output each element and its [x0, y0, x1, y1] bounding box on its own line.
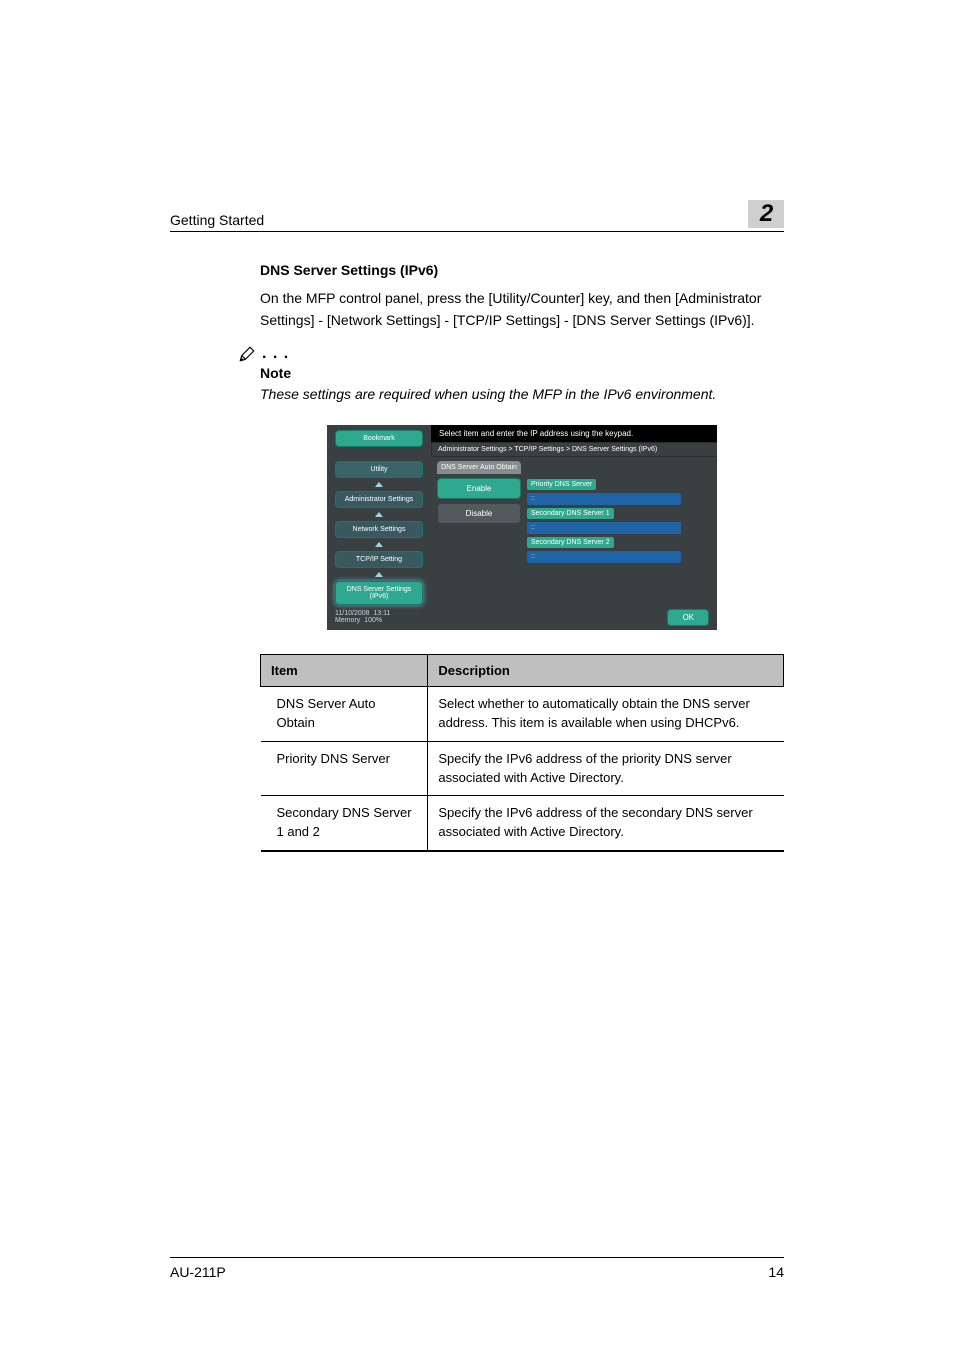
body-column: DNS Server Settings (IPv6) On the MFP co… — [170, 262, 784, 872]
note-text: These settings are required when using t… — [260, 385, 784, 405]
table-cell-item: DNS Server Auto Obtain — [261, 686, 428, 741]
note-block: . . . Note These settings are required w… — [260, 345, 784, 405]
auto-obtain-tab[interactable]: DNS Server Auto Obtain — [437, 461, 521, 474]
table-row: Priority DNS Server Specify the IPv6 add… — [261, 741, 784, 796]
table-row: DNS Server Auto Obtain Select whether to… — [261, 686, 784, 741]
header-section-title: Getting Started — [170, 212, 264, 228]
footer-page-number: 14 — [768, 1264, 784, 1280]
sidebar-tcpip-button[interactable]: TCP/IP Setting — [335, 551, 423, 568]
page-header: Getting Started 2 — [170, 200, 784, 232]
table-header-item: Item — [261, 654, 428, 686]
table-cell-desc: Specify the IPv6 address of the priority… — [428, 741, 784, 796]
enable-button[interactable]: Enable — [437, 478, 521, 499]
ui-memory-label: Memory — [335, 617, 360, 624]
priority-dns-field[interactable]: :: — [527, 493, 681, 505]
secondary-dns2-label: Secondary DNS Server 2 — [527, 537, 614, 548]
table-cell-item: Priority DNS Server — [261, 741, 428, 796]
spec-table: Item Description DNS Server Auto Obtain … — [260, 654, 784, 852]
note-icon-row: . . . — [238, 345, 784, 363]
arrow-up-icon — [375, 542, 383, 547]
page: Getting Started 2 DNS Server Settings (I… — [0, 0, 954, 1350]
ui-options-column: DNS Server Auto Obtain Enable Disable — [437, 461, 521, 601]
arrow-up-icon — [375, 482, 383, 487]
sidebar-dns-button[interactable]: DNS Server Settings (IPv6) — [335, 581, 423, 605]
note-title: Note — [260, 365, 784, 381]
ui-fields-column: Priority DNS Server :: Secondary DNS Ser… — [527, 461, 711, 601]
priority-dns-label: Priority DNS Server — [527, 479, 596, 490]
arrow-up-icon — [375, 512, 383, 517]
pen-icon — [238, 345, 256, 363]
table-cell-desc: Select whether to automatically obtain t… — [428, 686, 784, 741]
page-footer: AU-211P 14 — [170, 1257, 784, 1280]
chapter-badge: 2 — [748, 200, 784, 228]
footer-model: AU-211P — [170, 1264, 226, 1280]
ui-footer-meta: 11/10/2008 13:11 Memory 100% — [335, 610, 390, 624]
ui-main: Bookmark Utility Administrator Settings … — [327, 457, 717, 605]
ui-date: 11/10/2008 — [335, 610, 370, 617]
ui-footer: 11/10/2008 13:11 Memory 100% OK — [327, 607, 717, 630]
ui-sidebar: Bookmark Utility Administrator Settings … — [327, 430, 431, 605]
table-cell-item: Secondary DNS Server 1 and 2 — [261, 796, 428, 851]
ui-instruction-bar: Select item and enter the IP address usi… — [431, 425, 717, 442]
sidebar-network-button[interactable]: Network Settings — [335, 521, 423, 538]
sidebar-bookmark-button[interactable]: Bookmark — [335, 430, 423, 447]
secondary-dns2-field[interactable]: :: — [527, 551, 681, 563]
table-cell-desc: Specify the IPv6 address of the secondar… — [428, 796, 784, 851]
intro-paragraph: On the MFP control panel, press the [Uti… — [260, 288, 784, 331]
ok-button[interactable]: OK — [667, 609, 709, 626]
device-ui-panel: Select item and enter the IP address usi… — [327, 425, 717, 630]
disable-button[interactable]: Disable — [437, 503, 521, 524]
table-row: Secondary DNS Server 1 and 2 Specify the… — [261, 796, 784, 851]
secondary-dns1-field[interactable]: :: — [527, 522, 681, 534]
arrow-up-icon — [375, 572, 383, 577]
ui-time: 13:11 — [373, 610, 390, 617]
ui-breadcrumb: Administrator Settings > TCP/IP Settings… — [431, 442, 717, 457]
sidebar-admin-button[interactable]: Administrator Settings — [335, 491, 423, 508]
section-heading: DNS Server Settings (IPv6) — [260, 262, 784, 278]
sidebar-utility-button[interactable]: Utility — [335, 461, 423, 478]
table-header-row: Item Description — [261, 654, 784, 686]
ui-content: DNS Server Auto Obtain Enable Disable Pr… — [431, 457, 717, 605]
note-dots: . . . — [262, 346, 289, 362]
secondary-dns1-label: Secondary DNS Server 1 — [527, 508, 614, 519]
table-header-description: Description — [428, 654, 784, 686]
ui-memory-pct: 100% — [364, 617, 382, 624]
